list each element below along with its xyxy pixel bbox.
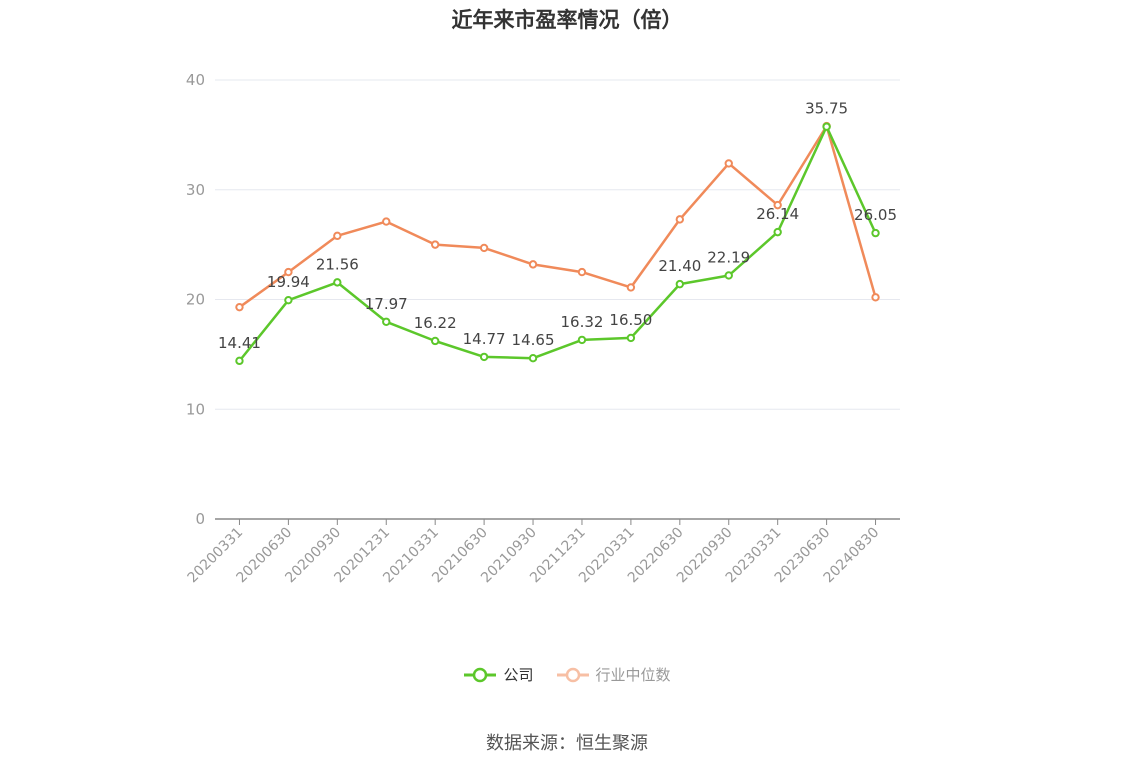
gridlines: [215, 79, 900, 410]
data-point-company: [871, 228, 880, 238]
data-label-company: 21.56: [316, 255, 359, 273]
data-label-company: 16.22: [414, 314, 457, 332]
data-point-company: [430, 336, 440, 346]
data-point-industry-median: [382, 217, 391, 226]
data-point-company: [724, 271, 733, 280]
data-point-company: [333, 278, 342, 287]
data-point-industry-median: [479, 243, 489, 253]
legend-label-company: 公司: [503, 666, 534, 684]
data-point-industry-median: [284, 267, 293, 277]
y-tick-label: 30: [186, 181, 205, 199]
data-label-company: 14.77: [463, 330, 506, 348]
data-label-company: 35.75: [805, 100, 848, 118]
data-labels: 14.41 19.94 21.56 17.97 16.22 14.77 14.65 16.32…: [218, 100, 897, 352]
data-point-industry-median: [333, 231, 342, 241]
data-label-company: 22.19: [707, 248, 750, 266]
data-point-company: [822, 122, 831, 131]
series-line-industry-median: [238, 124, 877, 309]
data-point-industry-median: [675, 215, 685, 224]
data-point-industry-median: [871, 293, 880, 302]
data-point-company: [235, 356, 244, 366]
data-label-company: 21.40: [658, 257, 701, 275]
data-label-company: 26.14: [756, 205, 799, 223]
legend: 公司 行业中位数: [0, 664, 1134, 685]
y-tick-label: 10: [186, 400, 205, 418]
data-point-company: [382, 317, 391, 326]
data-point-company: [479, 352, 489, 362]
data-point-industry-median: [773, 200, 782, 210]
legend-item-company[interactable]: 公司: [463, 664, 534, 685]
source-note: 数据来源：恒生聚源: [486, 733, 648, 754]
legend-industry-marker-icon: [556, 667, 589, 682]
data-label-company: 26.05: [854, 206, 897, 224]
axes: 0102030402020033120200630202009302020123…: [185, 71, 900, 586]
data-point-company: [773, 227, 782, 237]
data-point-industry-median: [528, 260, 538, 269]
series: [235, 121, 880, 366]
data-label-company: 16.50: [609, 311, 652, 329]
data-point-industry-median: [724, 159, 733, 168]
y-tick-label: 20: [186, 291, 205, 309]
legend-item-industry-median[interactable]: 行业中位数: [556, 664, 671, 685]
data-point-industry-median: [430, 240, 440, 249]
data-label-company: 16.32: [560, 313, 603, 331]
legend-label-industry-median: 行业中位数: [595, 666, 671, 684]
data-point-industry-median: [235, 302, 244, 312]
data-point-company: [577, 335, 587, 345]
y-tick-label: 40: [186, 71, 205, 89]
data-point-company: [626, 333, 636, 343]
data-label-company: 19.94: [267, 273, 310, 291]
data-label-company: 14.41: [218, 334, 261, 352]
data-point-industry-median: [626, 283, 636, 292]
data-point-company: [284, 295, 293, 305]
data-label-company: 17.97: [365, 295, 408, 313]
series-line-company: [238, 125, 877, 362]
y-tick-label: 0: [195, 510, 205, 528]
data-point-company: [528, 354, 538, 363]
data-point-industry-median: [577, 267, 587, 277]
data-point-company: [675, 279, 685, 289]
legend-company-marker-icon: [464, 667, 497, 682]
data-label-company: 14.65: [512, 331, 555, 349]
chart-title: 近年来市盈率情况（倍）: [451, 8, 683, 32]
